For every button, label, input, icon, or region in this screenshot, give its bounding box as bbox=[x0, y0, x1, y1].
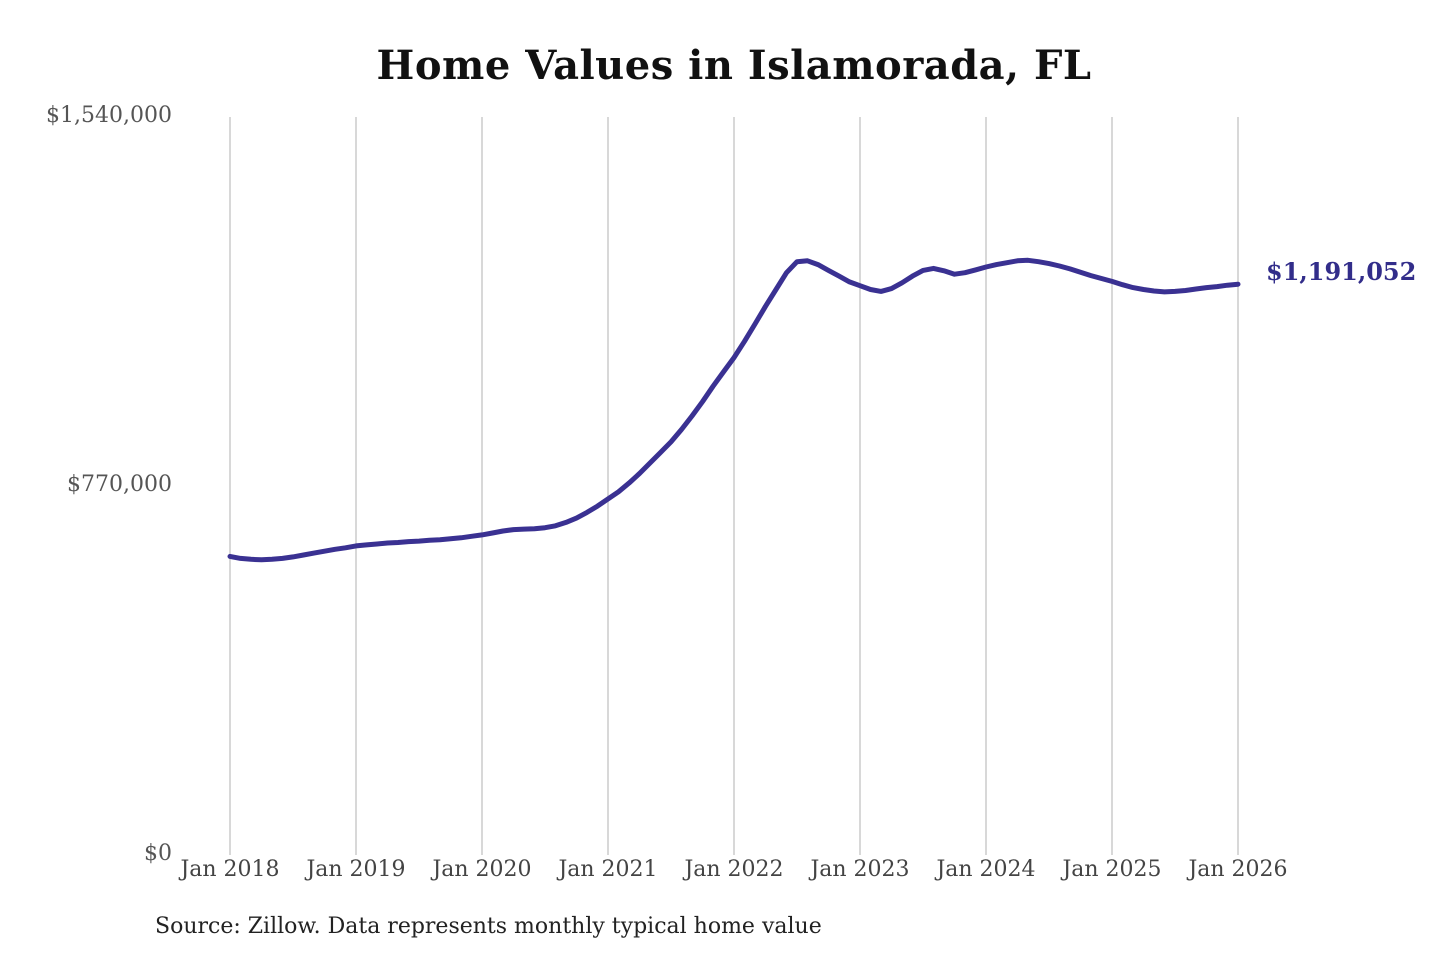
home-value-line bbox=[227, 257, 1241, 563]
x-axis-tick-label: Jan 2025 bbox=[1062, 857, 1162, 882]
x-axis-tick-label: Jan 2023 bbox=[810, 857, 910, 882]
y-axis-tick-label: $1,540,000 bbox=[46, 103, 172, 128]
y-axis-tick-label: $0 bbox=[144, 841, 172, 866]
x-axis-tick-label: Jan 2019 bbox=[306, 857, 406, 882]
x-axis-tick-label: Jan 2026 bbox=[1188, 857, 1288, 882]
chart-title: Home Values in Islamorada, FL bbox=[376, 42, 1092, 89]
x-axis-tick-label: Jan 2018 bbox=[180, 857, 280, 882]
x-axis-tick-label: Jan 2020 bbox=[432, 857, 532, 882]
end-value-label: $1,191,052 bbox=[1266, 257, 1417, 286]
x-axis-tick-label: Jan 2022 bbox=[684, 857, 784, 882]
x-axis-tick-label: Jan 2021 bbox=[558, 857, 658, 882]
y-axis-tick-label: $770,000 bbox=[67, 472, 172, 497]
gridlines bbox=[229, 117, 1239, 855]
source-note: Source: Zillow. Data represents monthly … bbox=[155, 914, 822, 939]
x-axis-tick-label: Jan 2024 bbox=[936, 857, 1036, 882]
